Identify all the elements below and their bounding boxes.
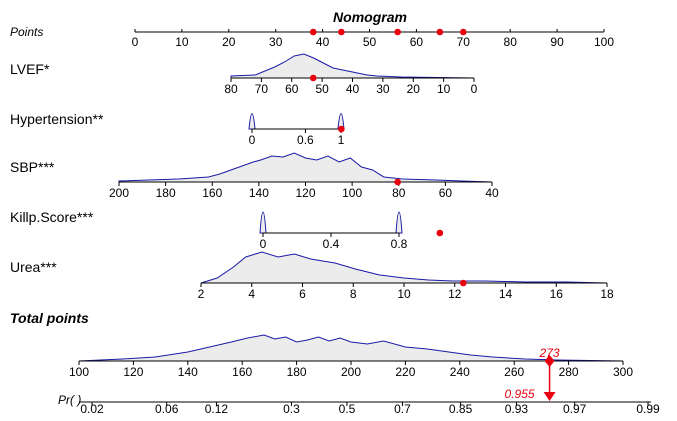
variable-tick-label: 4 [248, 287, 255, 301]
variable-tick-label: 0 [249, 133, 256, 147]
variable-marker [436, 229, 444, 237]
density-spike [395, 211, 403, 234]
density-spike [248, 113, 256, 130]
total-points-tick-label: 200 [341, 365, 361, 379]
variable-tick-label: 30 [376, 82, 390, 96]
total-points-label: Total points [10, 310, 89, 326]
points-axis-tick-label: 100 [594, 35, 614, 49]
variable-label-killip: Killp.Score*** [10, 209, 94, 225]
variable-marker [338, 125, 345, 133]
points-axis-tick-label: 50 [363, 35, 377, 49]
total-points-tick-label: 120 [123, 365, 143, 379]
total-points-tick-label: 280 [559, 365, 579, 379]
variable-tick-label: 140 [249, 186, 269, 200]
variable-tick-label: 16 [550, 287, 564, 301]
density-curve [230, 53, 475, 79]
points-axis-tick-label: 30 [269, 35, 283, 49]
variable-tick-label: 18 [600, 287, 614, 301]
variable-tick-label: 8 [350, 287, 357, 301]
variable-tick-label: 70 [255, 82, 269, 96]
probability-label: Pr( ) [58, 393, 81, 407]
points-axis-tick-label: 60 [410, 35, 424, 49]
probability-tick-label: 0.7 [394, 402, 411, 416]
total-density-curve [78, 334, 624, 362]
variable-tick-label: 2 [198, 287, 205, 301]
variable-tick-label: 160 [202, 186, 222, 200]
points-marker [338, 28, 345, 36]
variable-label-lvef: LVEF* [10, 61, 50, 77]
total-points-tick-label: 220 [395, 365, 415, 379]
points-marker [394, 28, 401, 36]
chart-title: Nomogram [333, 9, 407, 25]
probability-tick-label: 0.3 [283, 402, 300, 416]
probability-tick-label: 0.97 [563, 402, 587, 416]
points-marker [460, 28, 467, 36]
variable-tick-label: 0.4 [323, 237, 340, 251]
variable-label-urea: Urea*** [10, 259, 57, 275]
variable-tick-label: 50 [315, 82, 329, 96]
points-axis-tick-label: 80 [504, 35, 518, 49]
probability-tick-label: 0.93 [505, 402, 529, 416]
probability-tick-label: 0.5 [339, 402, 356, 416]
total-points-value-label: 273 [539, 346, 560, 360]
variable-tick-label: 20 [407, 82, 421, 96]
points-marker [309, 28, 317, 36]
density-curve [200, 251, 608, 284]
probability-tick-label: 0.02 [80, 402, 104, 416]
points-axis-label: Points [10, 25, 43, 39]
variable-tick-label: 80 [224, 82, 238, 96]
points-axis-tick-label: 70 [457, 35, 471, 49]
variable-tick-label: 100 [342, 186, 362, 200]
density-curve [118, 152, 493, 183]
variable-marker [460, 279, 467, 287]
variable-tick-label: 10 [437, 82, 451, 96]
variable-tick-label: 0.8 [391, 237, 408, 251]
probability-tick-label: 0.99 [636, 402, 660, 416]
probability-arrow [543, 392, 556, 401]
variable-label-sbp: SBP*** [10, 159, 55, 175]
variable-tick-label: 10 [397, 287, 411, 301]
total-points-tick-label: 160 [232, 365, 252, 379]
variable-tick-label: 6 [299, 287, 306, 301]
variable-tick-label: 60 [285, 82, 299, 96]
variable-tick-label: 40 [346, 82, 360, 96]
variable-tick-label: 0 [260, 237, 267, 251]
total-points-tick-label: 140 [178, 365, 198, 379]
variable-tick-label: 180 [156, 186, 176, 200]
variable-tick-label: 200 [109, 186, 129, 200]
probability-tick-label: 0.85 [449, 402, 473, 416]
variable-tick-label: 60 [439, 186, 453, 200]
probability-tick-label: 0.06 [155, 402, 179, 416]
total-points-tick-label: 300 [613, 365, 633, 379]
total-points-tick-label: 100 [69, 365, 89, 379]
variable-tick-label: 1 [338, 133, 345, 147]
density-spike [259, 211, 267, 234]
variable-tick-label: 14 [499, 287, 513, 301]
variable-tick-label: 120 [295, 186, 315, 200]
points-axis-tick-label: 0 [132, 35, 139, 49]
variable-label-hypertension: Hypertension** [10, 111, 104, 127]
points-axis-tick-label: 20 [222, 35, 236, 49]
points-marker [436, 28, 444, 36]
variable-tick-label: 40 [485, 186, 499, 200]
variable-marker [309, 74, 317, 82]
total-points-tick-label: 240 [450, 365, 470, 379]
probability-value-label: 0.955 [505, 387, 535, 401]
variable-tick-label: 12 [448, 287, 462, 301]
probability-tick-label: 0.12 [205, 402, 229, 416]
total-points-tick-label: 260 [504, 365, 524, 379]
points-axis-tick-label: 10 [175, 35, 189, 49]
points-axis-tick-label: 90 [550, 35, 564, 49]
total-points-tick-label: 180 [287, 365, 307, 379]
variable-marker [394, 178, 401, 186]
variable-tick-label: 0 [471, 82, 478, 96]
variable-tick-label: 80 [392, 186, 406, 200]
points-axis-tick-label: 40 [316, 35, 330, 49]
variable-tick-label: 0.6 [297, 133, 314, 147]
